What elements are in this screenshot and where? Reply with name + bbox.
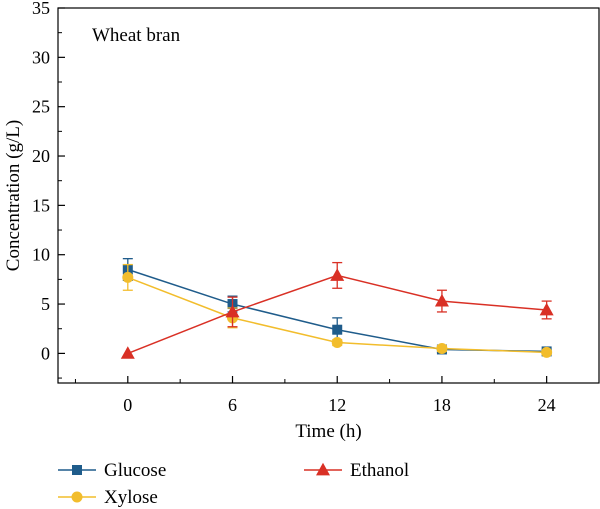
x-tick-label: 24 <box>538 395 556 415</box>
x-tick-label: 18 <box>433 395 451 415</box>
y-tick-label: 35 <box>32 0 50 18</box>
legend-marker <box>71 491 83 503</box>
legend-item-ethanol: Ethanol <box>304 460 409 481</box>
data-point-ethanol <box>539 302 554 316</box>
y-tick-label: 10 <box>32 245 50 265</box>
y-axis-title: Concentration (g/L) <box>3 120 24 271</box>
plot-frame-group <box>57 7 600 384</box>
data-point-xylose <box>541 346 553 358</box>
legend: Glucose Xylose Ethanol <box>58 460 409 508</box>
x-tick-label: 12 <box>328 395 346 415</box>
y-tick-label: 0 <box>41 343 50 363</box>
legend-marker <box>316 462 330 476</box>
y-tick-label: 30 <box>32 47 50 67</box>
x-tick-label: 0 <box>123 395 132 415</box>
y-tick-label: 20 <box>32 146 50 166</box>
legend-item-glucose: Glucose <box>58 460 166 481</box>
ticks-group: 0 6 12 18 24 0 5 10 15 20 25 30 35 <box>32 0 600 415</box>
y-tick-label: 25 <box>32 97 50 117</box>
data-point-glucose <box>332 324 343 335</box>
data-point-ethanol <box>434 293 449 307</box>
plot-frame <box>57 7 600 384</box>
data-point-ethanol <box>120 346 135 359</box>
y-tick-label: 15 <box>32 195 50 215</box>
legend-label: Ethanol <box>350 460 409 481</box>
data-point-xylose <box>331 337 343 349</box>
legend-label: Glucose <box>104 460 166 481</box>
series-ethanol <box>120 261 554 359</box>
legend-item-xylose: Xylose <box>58 487 158 508</box>
data-point-xylose <box>122 271 134 283</box>
data-point-ethanol <box>330 268 345 281</box>
x-tick-label: 6 <box>228 395 237 415</box>
data-point-ethanol <box>225 304 240 318</box>
legend-marker <box>72 465 82 475</box>
x-axis-title: Time (h) <box>295 421 361 442</box>
chart-title: Wheat bran <box>92 25 181 46</box>
y-tick-label: 5 <box>41 294 50 314</box>
series-group <box>120 258 554 359</box>
legend-label: Xylose <box>104 487 158 508</box>
data-point-xylose <box>436 342 448 354</box>
